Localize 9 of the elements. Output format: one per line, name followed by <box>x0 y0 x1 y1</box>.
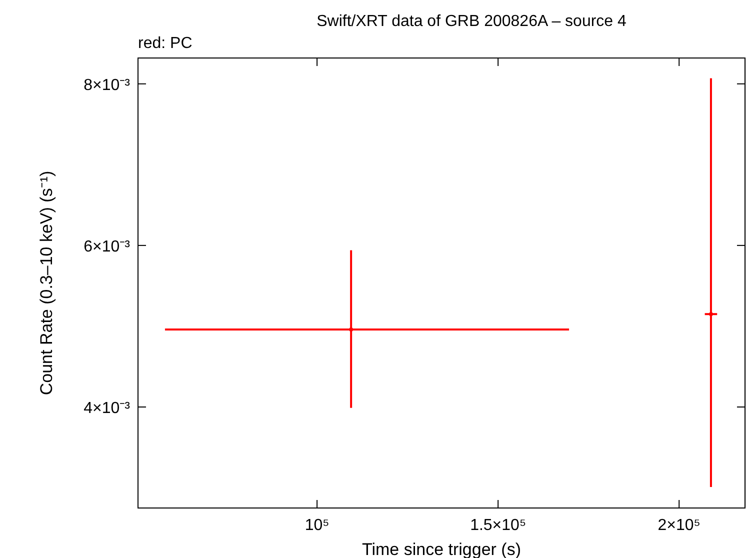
y-tick-label: 6×10⁻³ <box>84 238 131 256</box>
x-tick-label: 1.5×10⁵ <box>470 517 526 534</box>
x-tick-label: 2×10⁵ <box>658 517 700 534</box>
y-tick-label: 8×10⁻³ <box>84 76 131 94</box>
y-tick-label: 4×10⁻³ <box>84 400 131 418</box>
chart-title: Swift/XRT data of GRB 200826A – source 4 <box>316 13 627 30</box>
chart-subtitle: red: PC <box>138 35 192 52</box>
y-axis-title: Count Rate (0.3–10 keV) (s⁻¹) <box>37 170 56 396</box>
x-tick-label: 10⁵ <box>304 517 330 534</box>
